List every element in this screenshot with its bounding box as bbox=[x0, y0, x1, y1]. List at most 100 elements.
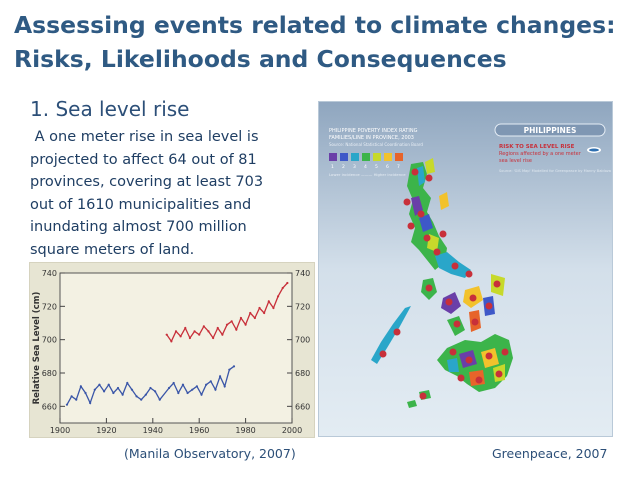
series-2-point bbox=[174, 330, 178, 333]
risk-marker bbox=[451, 262, 459, 270]
y-tick-label-right: 740 bbox=[295, 269, 310, 278]
risk-marker bbox=[471, 318, 479, 326]
sea-level-chart: Relative Sea Level (cm) 740 720 700 680 660 … bbox=[29, 262, 315, 438]
series-1-point bbox=[65, 403, 69, 406]
series-2-point bbox=[239, 316, 243, 320]
y-tick-label-left: 700 bbox=[42, 336, 57, 345]
series-1-point bbox=[126, 381, 129, 385]
legend-swatch bbox=[373, 153, 381, 161]
series-1-point bbox=[107, 383, 110, 386]
series-2-point bbox=[258, 306, 261, 310]
series-2-point bbox=[253, 316, 256, 320]
legend-number: 4 bbox=[364, 164, 367, 170]
series-1-point bbox=[200, 393, 203, 396]
legend-number: 1 bbox=[331, 164, 334, 170]
series-1-point bbox=[172, 381, 175, 385]
series-1-point bbox=[228, 368, 231, 371]
legend-swatch bbox=[384, 153, 392, 161]
risk-marker bbox=[393, 328, 401, 336]
series-1-point bbox=[158, 398, 161, 401]
body-line: A one meter rise in sea level is bbox=[30, 129, 259, 145]
y-axis-label: Relative Sea Level (cm) bbox=[32, 291, 42, 404]
series-1-point bbox=[89, 401, 92, 405]
risk-marker bbox=[379, 350, 387, 358]
y-tick-label-right: 660 bbox=[295, 402, 310, 411]
slide-title-line-1: Assessing events related to climate chan… bbox=[14, 11, 616, 39]
risk-legend-line: Regions affected by a one meter bbox=[499, 151, 582, 157]
series-1-point bbox=[70, 395, 73, 398]
series-1-point bbox=[116, 386, 120, 390]
series-1-point bbox=[98, 383, 101, 386]
series-1-point bbox=[191, 388, 194, 391]
series-2-point bbox=[276, 295, 280, 298]
x-tick-label: 1940 bbox=[143, 426, 163, 435]
poverty-legend: 1 2 3 4 5 6 7 Lower incidence ——— Higher… bbox=[329, 153, 406, 177]
series-2-point bbox=[230, 320, 233, 323]
series-2-point bbox=[249, 311, 252, 315]
y-tick-label-left: 680 bbox=[42, 369, 57, 378]
country-badge bbox=[494, 123, 606, 137]
series-2-point bbox=[198, 333, 201, 336]
x-tick-label: 1980 bbox=[235, 426, 255, 435]
legend-swatch bbox=[395, 153, 403, 161]
series-2-point bbox=[179, 335, 182, 338]
risk-marker bbox=[445, 298, 453, 306]
legend-note: Lower incidence ——— Higher incidence bbox=[329, 172, 406, 177]
legend-swatch bbox=[362, 153, 370, 161]
legend-number: 2 bbox=[342, 164, 345, 170]
series-1-point bbox=[130, 388, 134, 391]
map-header-line: Source: National Statistical Coordinatio… bbox=[329, 142, 423, 147]
series-2-point bbox=[193, 330, 196, 333]
series-1-point bbox=[223, 385, 226, 388]
legend-number: 3 bbox=[353, 164, 356, 170]
series-2-point bbox=[267, 300, 270, 303]
legend-number: 6 bbox=[386, 164, 389, 170]
x-tick-label: 2000 bbox=[282, 426, 302, 435]
series-2-point bbox=[235, 328, 238, 331]
risk-marker bbox=[453, 320, 461, 328]
series-2-point bbox=[165, 333, 168, 336]
legend-swatch bbox=[351, 153, 359, 161]
body-paragraph: A one meter rise in sea level is project… bbox=[30, 126, 290, 261]
risk-markers bbox=[379, 168, 509, 400]
y-tick-label-left: 740 bbox=[42, 269, 57, 278]
series-1-point bbox=[135, 395, 138, 398]
legend-swatch bbox=[329, 153, 337, 161]
series-1-point bbox=[79, 385, 82, 388]
risk-marker bbox=[475, 376, 483, 384]
series-2-point bbox=[263, 311, 266, 315]
legend-swatch bbox=[340, 153, 348, 161]
sea-level-chart-svg: Relative Sea Level (cm) 740720700680660 … bbox=[32, 269, 310, 435]
series-1-point bbox=[209, 380, 212, 383]
series-1-point bbox=[177, 391, 180, 395]
series-1-point bbox=[75, 398, 78, 401]
risk-marker bbox=[501, 348, 509, 356]
risk-legend-source: Source: 'GIS Map' Modelled for Greenpeac… bbox=[499, 169, 611, 173]
body-line: provinces, covering at least 703 bbox=[30, 174, 264, 190]
series-1-point bbox=[154, 390, 157, 393]
risk-marker bbox=[439, 230, 447, 238]
x-tick-label: 1900 bbox=[50, 426, 70, 435]
risk-marker bbox=[493, 280, 501, 288]
risk-legend-title: RISK TO SEA LEVEL RISE bbox=[499, 144, 575, 150]
y-tick-label-left: 660 bbox=[42, 402, 57, 411]
y-tick-label-right: 720 bbox=[295, 302, 310, 311]
series-2-point bbox=[212, 336, 215, 340]
series-1-point bbox=[112, 391, 115, 395]
legend-number: 7 bbox=[397, 164, 400, 170]
y-tick-label-right: 680 bbox=[295, 369, 310, 378]
map-header-line: FAMILIES/LINE IN PROVINCE, 2003 bbox=[329, 135, 414, 141]
risk-legend-line: sea level rise bbox=[499, 158, 532, 164]
series-1-point bbox=[84, 391, 87, 395]
risk-legend-marker-inner bbox=[589, 148, 599, 152]
series-2-point bbox=[221, 333, 224, 336]
risk-marker bbox=[419, 392, 427, 400]
risk-marker bbox=[411, 168, 419, 176]
risk-marker bbox=[495, 370, 503, 378]
series-1-point bbox=[186, 391, 189, 395]
y-tick-label-right: 700 bbox=[295, 336, 310, 345]
risk-marker bbox=[465, 356, 473, 364]
risk-marker bbox=[423, 234, 431, 242]
series-1-point bbox=[232, 365, 236, 368]
series-1-point bbox=[218, 375, 222, 378]
